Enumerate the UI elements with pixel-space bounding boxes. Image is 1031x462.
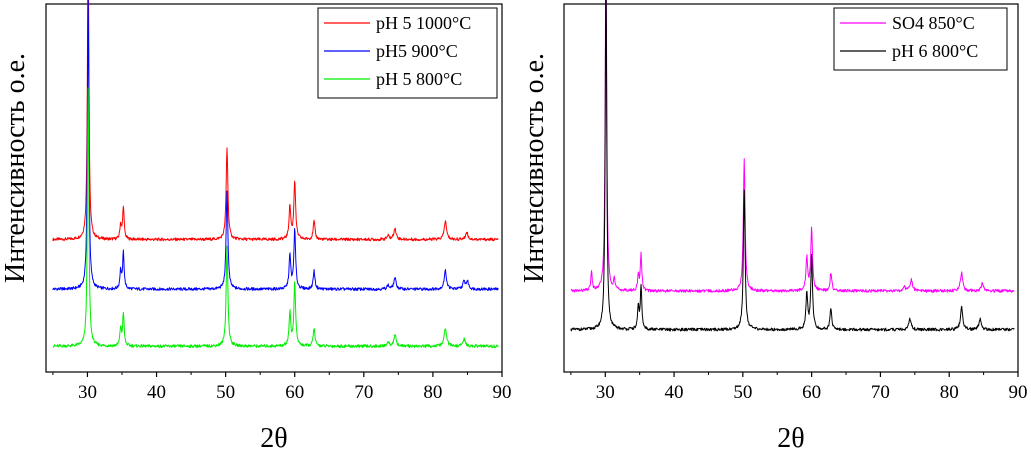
chart-panel-2: 30 40 50 60 70 80 90 2θ Интенсивность о.е. SO4 85… bbox=[519, 0, 1028, 454]
legend: pH 5 1000°C pH5 900°C pH 5 800°C bbox=[317, 7, 498, 99]
series-line-1 bbox=[52, 0, 499, 242]
x-axis-label: 2θ bbox=[260, 423, 287, 454]
y-axis-label: Интенсивность о.е. bbox=[519, 53, 550, 283]
legend-label-3: pH 5 800°C bbox=[376, 69, 462, 89]
x-tick-label: 50 bbox=[216, 382, 235, 403]
y-axis-label: Интенсивность о.е. bbox=[0, 53, 31, 283]
legend-label-1: pH 5 1000°C bbox=[376, 13, 471, 33]
x-axis: 30 40 50 60 70 80 90 bbox=[570, 372, 1028, 403]
legend-box bbox=[833, 7, 1008, 71]
legend-label-2: pH 6 800°C bbox=[892, 41, 978, 61]
x-tick-label: 40 bbox=[147, 382, 166, 403]
x-tick-label: 80 bbox=[940, 382, 959, 403]
x-tick-label: 50 bbox=[733, 382, 752, 403]
x-tick-label: 30 bbox=[78, 382, 97, 403]
x-tick-label: 70 bbox=[871, 382, 890, 403]
legend-label-2: pH5 900°C bbox=[376, 41, 458, 61]
series-line-2 bbox=[570, 0, 1015, 332]
legend: SO4 850°C pH 6 800°C bbox=[833, 7, 1008, 71]
series-line-1 bbox=[570, 0, 1015, 293]
x-tick-label: 40 bbox=[665, 382, 684, 403]
plot-frame bbox=[563, 3, 1019, 373]
x-axis: 30 40 50 60 70 80 90 bbox=[52, 372, 512, 403]
plot-frame bbox=[45, 3, 503, 373]
x-tick-label: 90 bbox=[1009, 382, 1028, 403]
x-tick-label: 60 bbox=[802, 382, 821, 403]
series-line-2 bbox=[52, 0, 499, 292]
x-tick-label: 60 bbox=[285, 382, 304, 403]
legend-label-1: SO4 850°C bbox=[892, 13, 975, 33]
x-tick-label: 70 bbox=[354, 382, 373, 403]
x-axis-label: 2θ bbox=[777, 423, 804, 454]
x-tick-label: 80 bbox=[423, 382, 442, 403]
x-tick-label: 30 bbox=[596, 382, 615, 403]
series-line-3 bbox=[52, 87, 499, 349]
x-tick-label: 90 bbox=[493, 382, 512, 403]
chart-panel-1: 30 40 50 60 70 80 90 2θ Интенсивность о.е. pH 5 1… bbox=[0, 0, 512, 454]
